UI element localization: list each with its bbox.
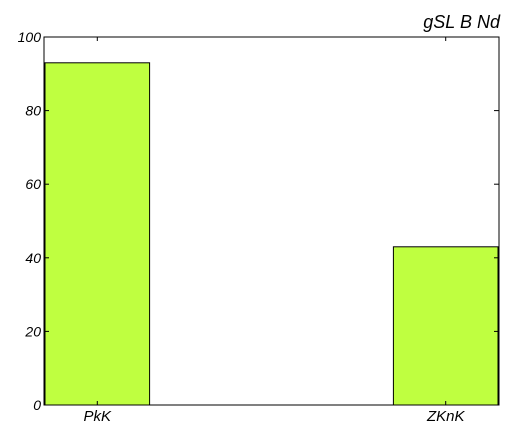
y-tick-label: 20 bbox=[24, 323, 41, 339]
y-tick-label: 80 bbox=[25, 103, 41, 119]
x-category-labels: PkK ZKnK bbox=[84, 37, 466, 425]
y-tick-label: 60 bbox=[25, 176, 41, 192]
y-tick-label: 0 bbox=[33, 397, 41, 413]
y-tick-label: 40 bbox=[25, 250, 41, 266]
bar-zknk bbox=[392, 246, 499, 406]
y-tick-label: 100 bbox=[18, 29, 42, 45]
y-ticks-group: 0 20 40 60 80 100 bbox=[18, 29, 499, 413]
x-tick-label: ZKnK bbox=[426, 408, 466, 425]
bar-pkk bbox=[44, 62, 151, 406]
x-tick-label: PkK bbox=[84, 408, 113, 425]
bars-group bbox=[44, 62, 499, 406]
chart-title: gSL B Nd bbox=[423, 12, 501, 32]
plot-frame bbox=[43, 36, 500, 406]
